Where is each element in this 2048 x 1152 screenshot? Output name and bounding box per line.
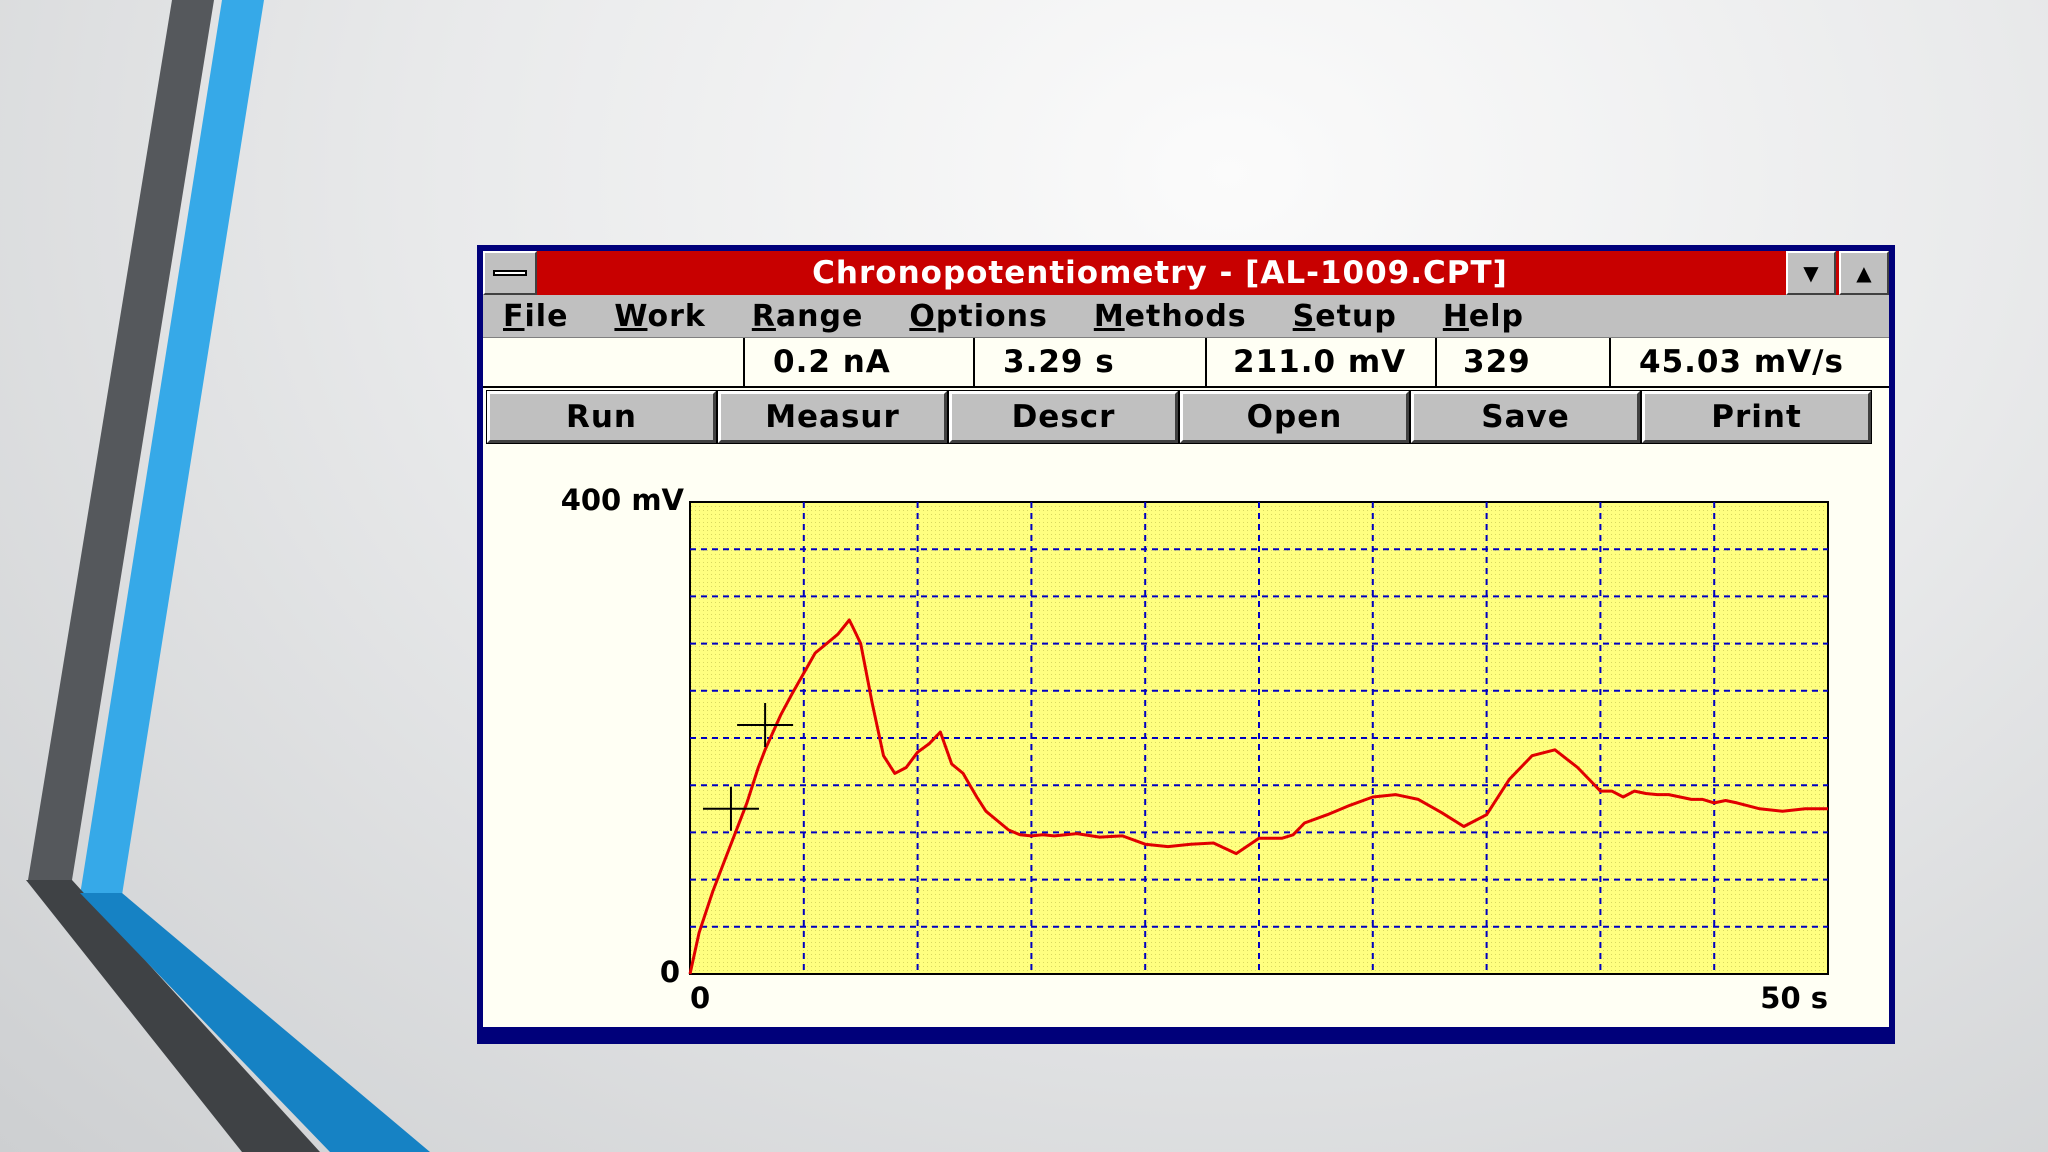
- status-rate: 45.03 mV/s: [1639, 344, 1844, 380]
- blue-wedge: [80, 893, 430, 1152]
- status-points: 329: [1437, 338, 1611, 386]
- descr-button[interactable]: Descr: [948, 390, 1179, 444]
- window-title: Chronopotentiometry - [AL-1009.CPT]: [812, 255, 1508, 291]
- triangle-up-icon: ▲: [1856, 261, 1872, 285]
- cursor-markers: [702, 703, 794, 831]
- save-button[interactable]: Save: [1410, 390, 1641, 444]
- menu-range[interactable]: Range: [751, 298, 864, 334]
- menu-setup[interactable]: Setup: [1292, 298, 1397, 334]
- triangle-down-icon: ▼: [1803, 261, 1819, 285]
- menu-methods[interactable]: Methods: [1093, 298, 1247, 334]
- dark-gray-stripe: [28, 0, 214, 880]
- measur-button[interactable]: Measur: [717, 390, 948, 444]
- status-potential: 211.0 mV: [1207, 338, 1437, 386]
- status-current: 0.2 nA: [745, 338, 975, 386]
- toolbar: Run Measur Descr Open Save Print: [483, 388, 1889, 446]
- x-axis-left-label: 0: [690, 981, 710, 1015]
- plot-area: 400 mV 0 0 50 s: [483, 446, 1889, 1027]
- crosshair-cursor-2: [702, 786, 759, 831]
- x-axis-right-label: 50 s: [1760, 981, 1828, 1015]
- menu-file[interactable]: File: [503, 298, 569, 334]
- status-bar: 0.2 nA 3.29 s 211.0 mV 329 45.03 mV/s: [483, 338, 1889, 388]
- system-menu-button[interactable]: [483, 251, 537, 295]
- dark-gray-wedge: [26, 880, 320, 1152]
- grid-lines: [690, 502, 1828, 974]
- maximize-button[interactable]: ▲: [1839, 251, 1889, 295]
- chronopotentiometry-window: Chronopotentiometry - [AL-1009.CPT] ▼ ▲ …: [477, 245, 1895, 1044]
- chronopotentiogram-chart[interactable]: 400 mV 0 0 50 s: [483, 446, 1889, 1027]
- menu-work[interactable]: Work: [614, 298, 706, 334]
- y-axis-top-label: 400 mV: [561, 483, 685, 517]
- open-button[interactable]: Open: [1179, 390, 1410, 444]
- blue-stripe: [80, 0, 264, 895]
- menu-bar: File Work Range Options Methods Setup He…: [483, 295, 1889, 338]
- run-button[interactable]: Run: [486, 390, 717, 444]
- status-blank: [483, 338, 745, 386]
- title-bar[interactable]: Chronopotentiometry - [AL-1009.CPT] ▼ ▲: [483, 251, 1889, 295]
- print-button[interactable]: Print: [1641, 390, 1872, 444]
- potential-trace: [688, 618, 1828, 975]
- menu-help[interactable]: Help: [1442, 298, 1525, 334]
- minimize-button[interactable]: ▼: [1786, 251, 1836, 295]
- crosshair-cursor-1: [737, 703, 794, 748]
- y-axis-bottom-label: 0: [660, 955, 680, 989]
- system-menu-icon: [493, 270, 527, 276]
- status-time: 3.29 s: [975, 338, 1207, 386]
- menu-options[interactable]: Options: [909, 298, 1048, 334]
